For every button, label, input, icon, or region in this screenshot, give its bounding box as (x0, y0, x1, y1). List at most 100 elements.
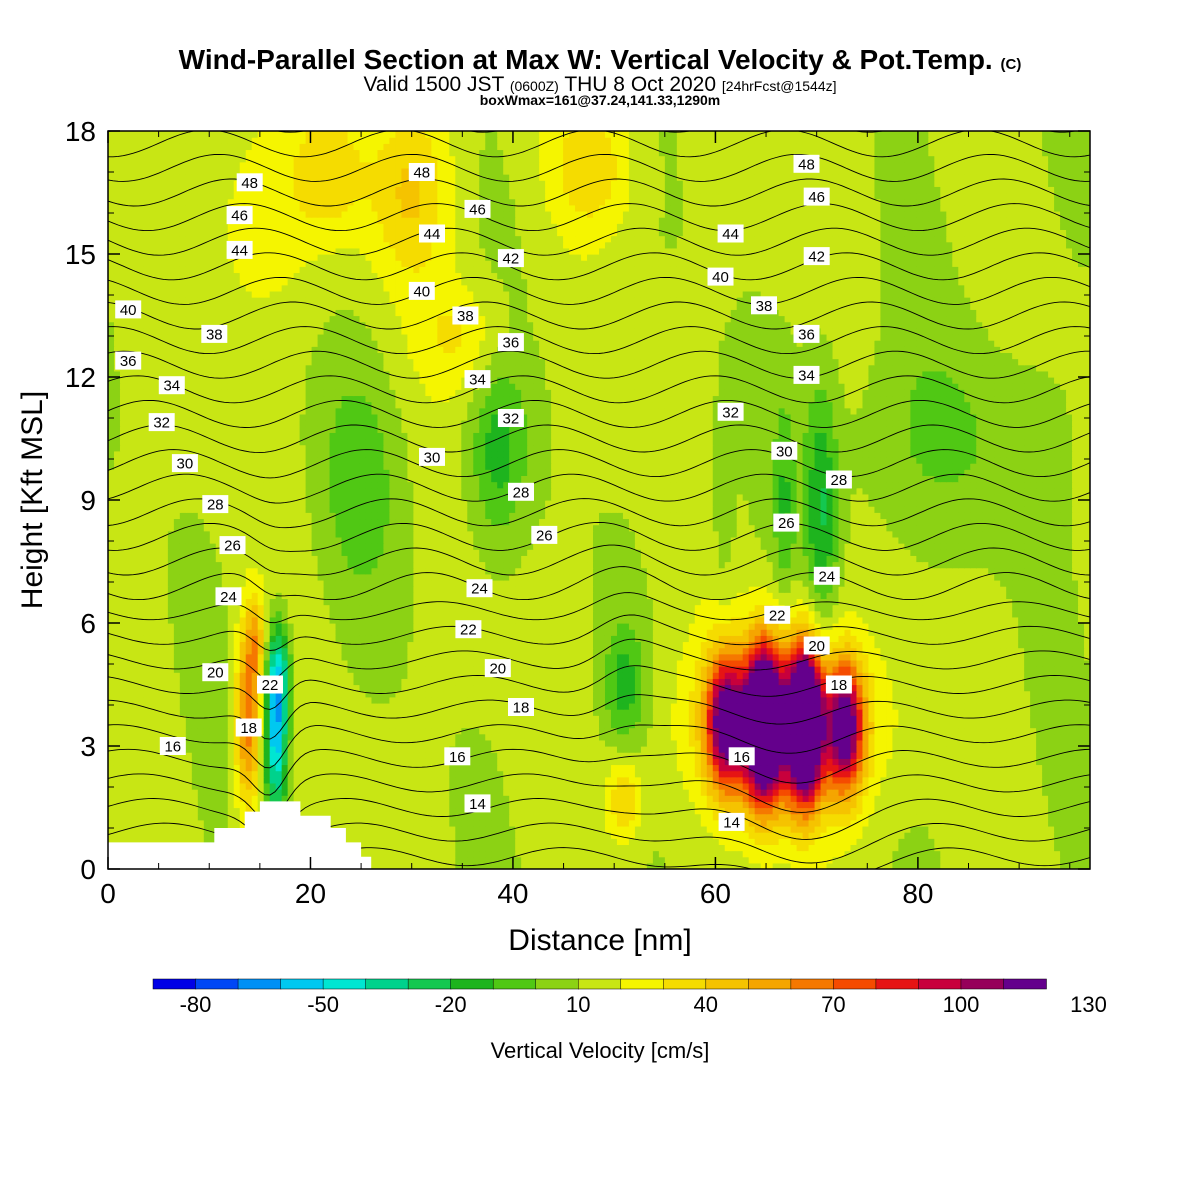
w-cell (629, 814, 636, 821)
w-cell (1012, 814, 1019, 821)
w-cell (952, 814, 959, 821)
w-cell (174, 814, 181, 821)
w-cell (539, 832, 546, 839)
w-cell (773, 820, 780, 827)
w-cell (425, 814, 432, 821)
w-cell (533, 826, 540, 833)
w-cell (641, 832, 648, 839)
w-cell (461, 826, 468, 833)
w-cell (629, 826, 636, 833)
w-cell (557, 814, 564, 821)
w-cell (563, 838, 570, 845)
w-cell (407, 820, 414, 827)
w-cell (126, 814, 133, 821)
w-cell (162, 826, 169, 833)
w-cell (641, 808, 648, 815)
w-cell (1048, 851, 1055, 858)
w-cell (605, 844, 612, 851)
w-cell (701, 838, 708, 845)
w-cell (934, 857, 941, 864)
w-cell (1006, 820, 1013, 827)
w-cell (635, 857, 642, 864)
w-cell (958, 851, 965, 858)
w-cell (365, 832, 372, 839)
w-cell (641, 838, 648, 845)
w-cell (970, 857, 977, 864)
w-cell (791, 814, 798, 821)
w-cell (623, 844, 630, 851)
w-cell (743, 857, 750, 864)
w-cell (922, 820, 929, 827)
w-cell (767, 857, 774, 864)
w-cell (563, 857, 570, 864)
w-cell (874, 857, 881, 864)
w-cell (827, 838, 834, 845)
w-cell (671, 814, 678, 821)
w-cell (886, 820, 893, 827)
w-cell (599, 844, 606, 851)
w-cell (120, 814, 127, 821)
w-cell (503, 814, 510, 821)
w-cell (994, 820, 1001, 827)
w-cell (1000, 826, 1007, 833)
w-cell (509, 832, 516, 839)
w-cell (946, 832, 953, 839)
w-cell (377, 857, 384, 864)
w-cell (904, 832, 911, 839)
w-cell (1042, 814, 1049, 821)
w-cell (653, 820, 660, 827)
w-cell (815, 844, 822, 851)
w-cell (761, 838, 768, 845)
w-cell (401, 820, 408, 827)
w-cell (150, 808, 157, 815)
w-cell (1042, 832, 1049, 839)
w-cell (886, 826, 893, 833)
w-cell (419, 820, 426, 827)
w-cell (761, 832, 768, 839)
w-cell (803, 814, 810, 821)
w-cell (443, 826, 450, 833)
w-cell (797, 820, 804, 827)
w-cell (1066, 844, 1073, 851)
w-cell (1072, 826, 1079, 833)
w-cell (1012, 844, 1019, 851)
w-cell (910, 838, 917, 845)
w-cell (545, 832, 552, 839)
w-cell (767, 814, 774, 821)
w-cell (701, 851, 708, 858)
w-cell (467, 820, 474, 827)
w-cell (809, 820, 816, 827)
w-cell (946, 808, 953, 815)
w-cell (336, 808, 343, 815)
w-cell (491, 851, 498, 858)
w-cell (371, 814, 378, 821)
w-cell (952, 808, 959, 815)
w-cell (701, 857, 708, 864)
w-cell (515, 844, 522, 851)
w-cell (928, 838, 935, 845)
w-cell (485, 826, 492, 833)
w-cell (515, 857, 522, 864)
w-cell (683, 857, 690, 864)
w-cell (515, 814, 522, 821)
w-cell (845, 838, 852, 845)
w-cell (144, 801, 151, 808)
w-cell (449, 820, 456, 827)
w-cell (473, 857, 480, 864)
w-cell (551, 832, 558, 839)
w-cell (1042, 844, 1049, 851)
w-cell (934, 814, 941, 821)
w-cell (803, 844, 810, 851)
w-cell (904, 814, 911, 821)
w-cell (773, 814, 780, 821)
w-cell (821, 851, 828, 858)
w-cell (910, 857, 917, 864)
w-cell (850, 857, 857, 864)
w-cell (587, 820, 594, 827)
w-cell (467, 814, 474, 821)
w-cell (455, 844, 462, 851)
w-cell (839, 832, 846, 839)
w-cell (533, 838, 540, 845)
w-cell (845, 808, 852, 815)
w-cell (521, 857, 528, 864)
